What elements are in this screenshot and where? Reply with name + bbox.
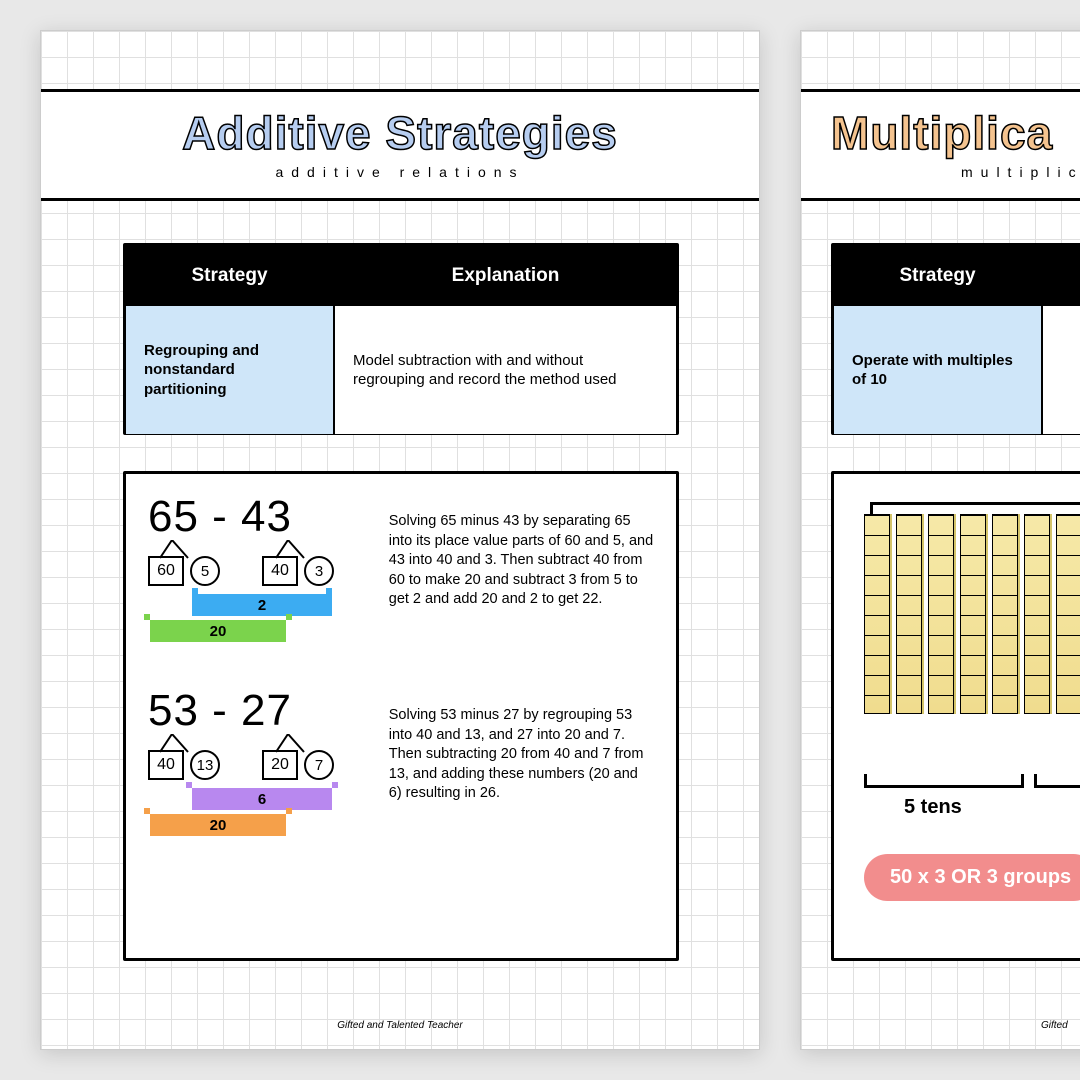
col-header-explanation [1043, 246, 1080, 306]
examples-card: 5 tens 50 x 3 OR 3 groups [831, 471, 1080, 961]
ten-rod-icon [1056, 514, 1080, 714]
part-circle: 7 [304, 750, 334, 780]
bracket-label: 5 tens [904, 796, 962, 819]
part-circle: 3 [304, 556, 334, 586]
col-header-explanation: Explanation [335, 246, 676, 306]
bottom-bracket-icon [1034, 774, 1080, 788]
page-title: Additive Strategies [41, 106, 759, 160]
pink-expression-pill: 50 x 3 OR 3 groups [864, 854, 1080, 901]
col-header-strategy: Strategy [834, 246, 1043, 306]
equation-1: 65 - 43 [148, 492, 381, 542]
example-1: 65 - 43 60 5 40 3 2 20 Solving 65 minus … [126, 474, 676, 668]
big-diff-bar: 20 [150, 814, 286, 836]
part-circle: 13 [190, 750, 220, 780]
page-subtitle: multiplic [801, 164, 1080, 180]
diagram-2: 53 - 27 40 13 20 7 6 20 [148, 686, 381, 844]
equation-2: 53 - 27 [148, 686, 381, 736]
part-circle: 5 [190, 556, 220, 586]
big-diff-bar: 20 [150, 620, 286, 642]
part-box: 20 [262, 750, 298, 780]
bottom-bracket-icon [864, 774, 1024, 788]
ten-rod-icon [864, 514, 890, 714]
example-2: 53 - 27 40 13 20 7 6 20 Solving 53 minus… [126, 668, 676, 862]
cell-explanation: Model subtraction with and without regro… [335, 306, 676, 434]
branch-lines-icon [148, 734, 378, 754]
title-band: Multiplica multiplic [801, 89, 1080, 201]
cell-explanation [1043, 306, 1080, 434]
table-header-row: Strategy Explanation [126, 246, 676, 306]
table-header-row: Strategy [834, 246, 1080, 306]
cell-strategy: Regrouping and nonstandard partitioning [126, 306, 335, 434]
footer-credit: Gifted and Talented Teacher [337, 1020, 462, 1031]
strategy-table: Strategy Explanation Regrouping and nons… [123, 243, 679, 435]
part-box: 40 [148, 750, 184, 780]
worksheet-additive: Additive Strategies additive relations S… [40, 30, 760, 1050]
table-row: Operate with multiples of 10 [834, 306, 1080, 434]
title-band: Additive Strategies additive relations [41, 89, 759, 201]
ten-rod-icon [928, 514, 954, 714]
examples-card: 65 - 43 60 5 40 3 2 20 Solving 65 minus … [123, 471, 679, 961]
ten-rod-icon [960, 514, 986, 714]
col-header-strategy: Strategy [126, 246, 335, 306]
table-row: Regrouping and nonstandard partitioning … [126, 306, 676, 434]
ten-rod-icon [896, 514, 922, 714]
branch-lines-icon [148, 540, 378, 560]
ten-rod-icon [992, 514, 1018, 714]
worksheet-multiplicative: Multiplica multiplic Strategy Operate wi… [800, 30, 1080, 1050]
diagram-1: 65 - 43 60 5 40 3 2 20 [148, 492, 381, 650]
footer-credit: Gifted [1041, 1020, 1068, 1031]
strategy-table: Strategy Operate with multiples of 10 [831, 243, 1080, 435]
split-row-2: 40 13 20 7 [148, 750, 381, 780]
difference-bars-2: 6 20 [148, 784, 381, 844]
small-diff-bar: 2 [192, 594, 332, 616]
part-box: 60 [148, 556, 184, 586]
page-subtitle: additive relations [41, 164, 759, 180]
explanation-text-1: Solving 65 minus 43 by separating 65 int… [381, 492, 654, 650]
cell-strategy: Operate with multiples of 10 [834, 306, 1043, 434]
ten-rod-icon [1024, 514, 1050, 714]
page-title: Multiplica [801, 106, 1080, 160]
difference-bars-1: 2 20 [148, 590, 381, 650]
small-diff-bar: 6 [192, 788, 332, 810]
part-box: 40 [262, 556, 298, 586]
explanation-text-2: Solving 53 minus 27 by regrouping 53 int… [381, 686, 654, 844]
split-row-1: 60 5 40 3 [148, 556, 381, 586]
